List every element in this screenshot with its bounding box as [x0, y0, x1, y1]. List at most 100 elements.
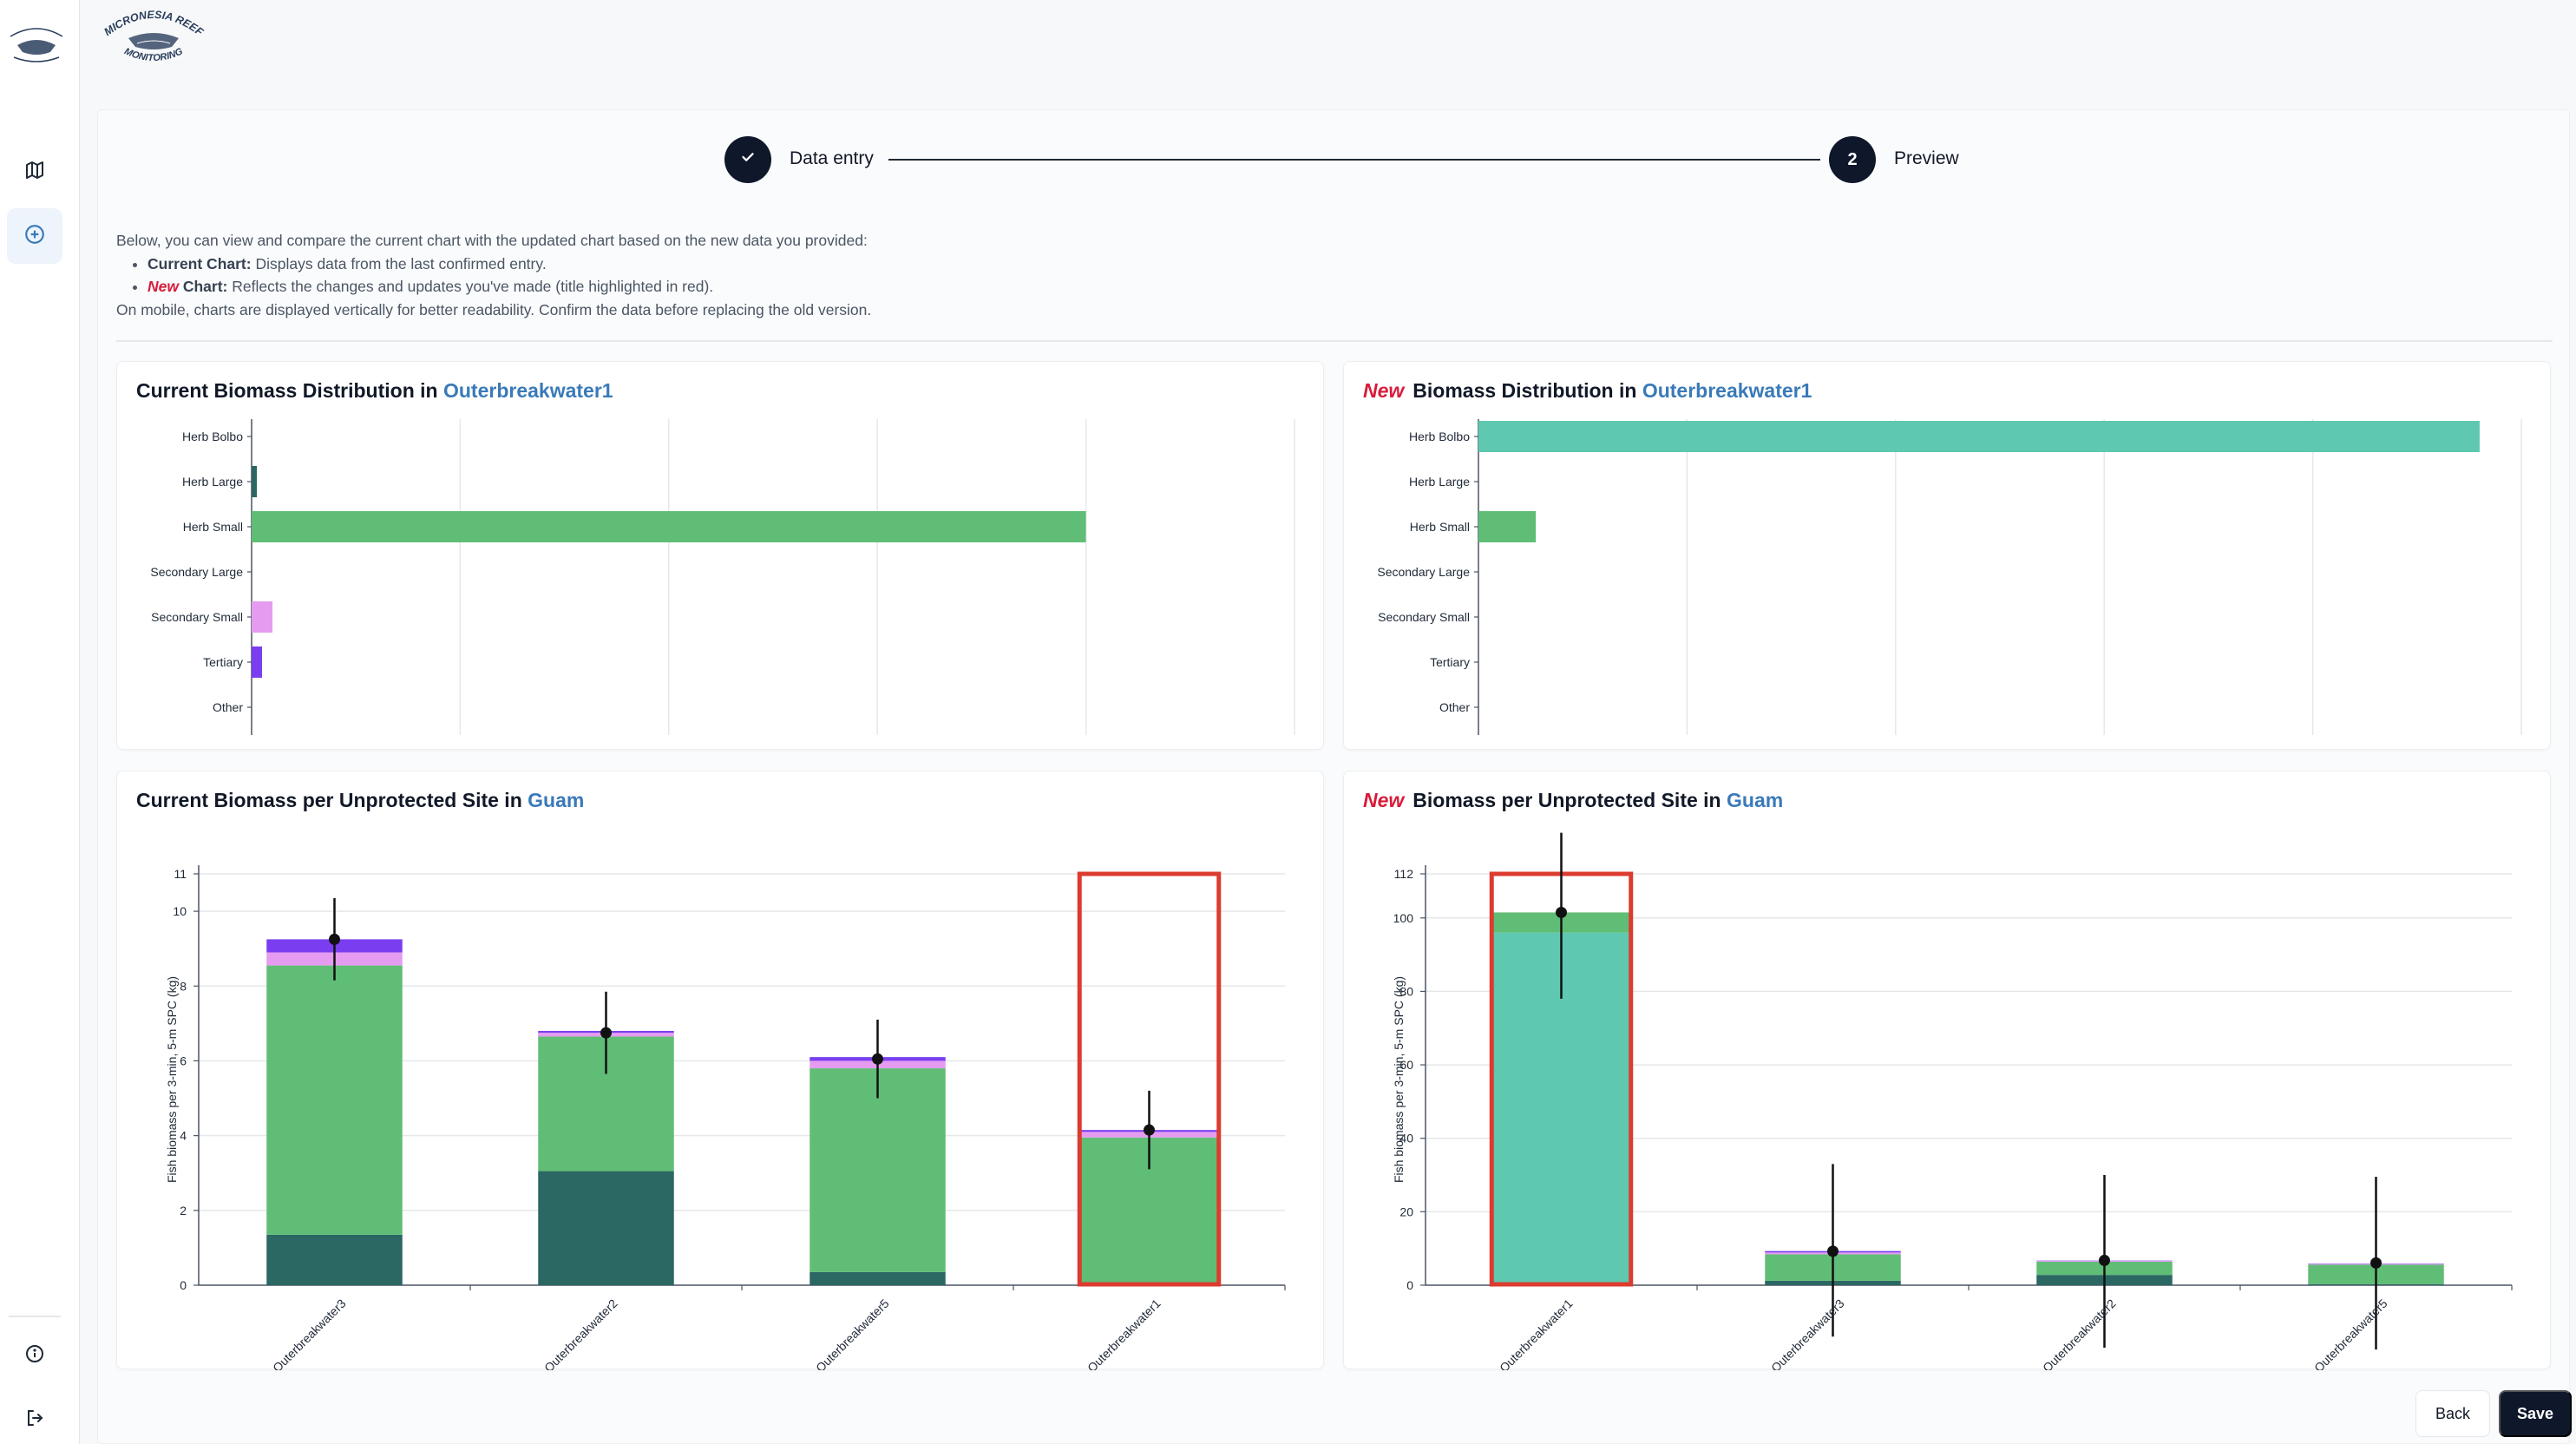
mean-point: [872, 1053, 883, 1065]
bar: [252, 511, 1086, 542]
tick-label: Herb Bolbo: [182, 430, 243, 443]
tick-label: 4: [180, 1129, 187, 1143]
sidebar-logo[interactable]: [5, 19, 68, 64]
check-icon: [738, 148, 757, 172]
tick-label: Secondary Small: [1378, 610, 1470, 624]
tick-label: Secondary Small: [151, 610, 243, 624]
intro-divider: [116, 340, 2553, 342]
intro-text: Below, you can view and compare the curr…: [116, 229, 2459, 321]
tick-label: 40: [1399, 1132, 1413, 1145]
tick-label: 20: [1399, 1204, 1413, 1218]
stepper-connector: [888, 159, 1820, 161]
card-title: New Biomass per Unprotected Site in Guam: [1363, 789, 1783, 812]
step-2-indicator[interactable]: 2: [1829, 136, 1876, 183]
tick-label: Secondary Large: [1377, 565, 1470, 579]
save-button[interactable]: Save: [2499, 1390, 2572, 1437]
tick-label: 6: [180, 1053, 187, 1067]
intro-bullet-current-bold: Current Chart:: [147, 254, 252, 272]
tick-label: 2: [180, 1204, 187, 1218]
mean-point: [1144, 1124, 1155, 1136]
hbar-chart-new: Herb Bolbo Herb Large Herb Small Secondary …: [1377, 419, 2522, 735]
sidebar-item-add-data[interactable]: [7, 208, 62, 264]
tick-label: Herb Bolbo: [1409, 430, 1470, 443]
x-tick-label: Outerbreakwater3: [1768, 1296, 1847, 1370]
card-title-text: Biomass Distribution in: [213, 379, 438, 402]
bar: [252, 466, 258, 497]
card-title: Current Biomass per Unprotected Site in …: [136, 789, 584, 812]
card-title-site: Outerbreakwater1: [442, 379, 613, 402]
tick-label: 60: [1399, 1058, 1413, 1072]
sidebar-item-info[interactable]: [7, 1328, 62, 1383]
info-icon: [24, 1343, 45, 1369]
x-tick-label: Outerbreakwater2: [2040, 1296, 2119, 1370]
tick-label: Herb Small: [1410, 520, 1470, 534]
tick-label: 100: [1393, 911, 1414, 925]
bar-segment: [810, 1271, 946, 1285]
bar-segment: [538, 1171, 674, 1285]
step-1-label: Data entry: [790, 148, 874, 168]
y-axis-label: Fish biomass per 3-min, 5-m SPC (kg): [1392, 976, 1406, 1183]
x-tick-label: Outerbreakwater1: [1497, 1296, 1576, 1370]
hbar-chart-current: Herb Bolbo Herb Large Herb Small Secondary …: [150, 419, 1295, 735]
intro-line-1: Below, you can view and compare the curr…: [116, 232, 868, 249]
highlight-box: [1077, 871, 1222, 1287]
step-2-label: Preview: [1894, 148, 1959, 168]
card-title: Current Biomass Distribution in Outerbre…: [136, 379, 613, 403]
tick-label: 0: [180, 1278, 187, 1292]
mean-point: [600, 1027, 612, 1039]
map-icon: [24, 160, 45, 185]
mean-point: [2099, 1254, 2110, 1266]
card-title-site: Outerbreakwater1: [1642, 379, 1812, 402]
bar-segment: [810, 1068, 946, 1272]
mean-point: [2370, 1257, 2382, 1269]
intro-bullet-new: New Chart: Reflects the changes and upda…: [147, 275, 2459, 299]
card-title-site: Guam: [1727, 789, 1784, 811]
step-1-indicator[interactable]: [724, 136, 771, 183]
card-title-prefix: Current: [136, 789, 209, 811]
bar: [252, 601, 273, 633]
tick-label: Tertiary: [203, 655, 243, 669]
tick-label: 11: [174, 867, 187, 881]
sidebar: [0, 0, 80, 1444]
add-circle-icon: [23, 223, 46, 250]
card-title-new-prefix: New: [1363, 379, 1405, 402]
tick-label: Secondary Large: [150, 565, 243, 579]
card-current-per-site: Current Biomass per Unprotected Site in …: [116, 771, 1324, 1370]
card-current-distribution: Current Biomass Distribution in Outerbre…: [116, 361, 1324, 750]
x-tick-label: Outerbreakwater1: [1085, 1296, 1163, 1370]
intro-bullet-current: Current Chart: Displays data from the la…: [147, 253, 2459, 276]
brand-logo[interactable]: MICRONESIA REEF MONITORING: [102, 5, 206, 68]
x-tick-label: Outerbreakwater2: [541, 1296, 620, 1370]
card-title-text: Biomass per Unprotected Site in: [213, 789, 522, 811]
card-title-prefix: Current: [136, 379, 209, 402]
tick-label: Tertiary: [1430, 655, 1470, 669]
sidebar-item-logout[interactable]: [7, 1392, 62, 1444]
mean-point: [1827, 1245, 1839, 1257]
bar-segment: [266, 965, 403, 1235]
tick-label: 8: [180, 979, 187, 993]
tick-label: 80: [1399, 984, 1413, 998]
tick-label: Other: [213, 700, 243, 714]
x-tick-label: Outerbreakwater5: [2311, 1296, 2390, 1370]
card-new-distribution: New Biomass Distribution in Outerbreakwat…: [1343, 361, 2551, 750]
intro-bullet-new-bold: Chart:: [178, 278, 228, 295]
tick-label: 0: [1406, 1278, 1413, 1292]
logout-icon: [24, 1408, 45, 1433]
x-tick-label: Outerbreakwater5: [813, 1296, 892, 1370]
stacked-bar-chart-current: 0 2 4 6 8 10 11 Fish biomass per 3-min, 5-m SPC…: [165, 865, 1286, 1370]
y-axis-label: Fish biomass per 3-min, 5-m SPC (kg): [165, 976, 179, 1183]
intro-bullet-new-prefix: New: [147, 278, 179, 295]
back-button[interactable]: Back: [2415, 1390, 2490, 1437]
tick-label: 10: [173, 904, 187, 918]
bar-segment: [266, 1234, 403, 1285]
bar: [1478, 511, 1537, 542]
card-new-per-site: New Biomass per Unprotected Site in Guam …: [1343, 771, 2551, 1370]
mean-point: [1556, 906, 1567, 918]
x-tick-label: Outerbreakwater3: [270, 1296, 349, 1370]
intro-bullet-current-text: Displays data from the last confirmed en…: [251, 254, 547, 272]
card-title-text: Biomass per Unprotected Site in: [1413, 789, 1721, 811]
tick-label: Herb Large: [182, 475, 243, 489]
sidebar-item-map[interactable]: [7, 144, 62, 200]
bar: [1478, 421, 2480, 452]
tick-label: 112: [1394, 867, 1414, 881]
